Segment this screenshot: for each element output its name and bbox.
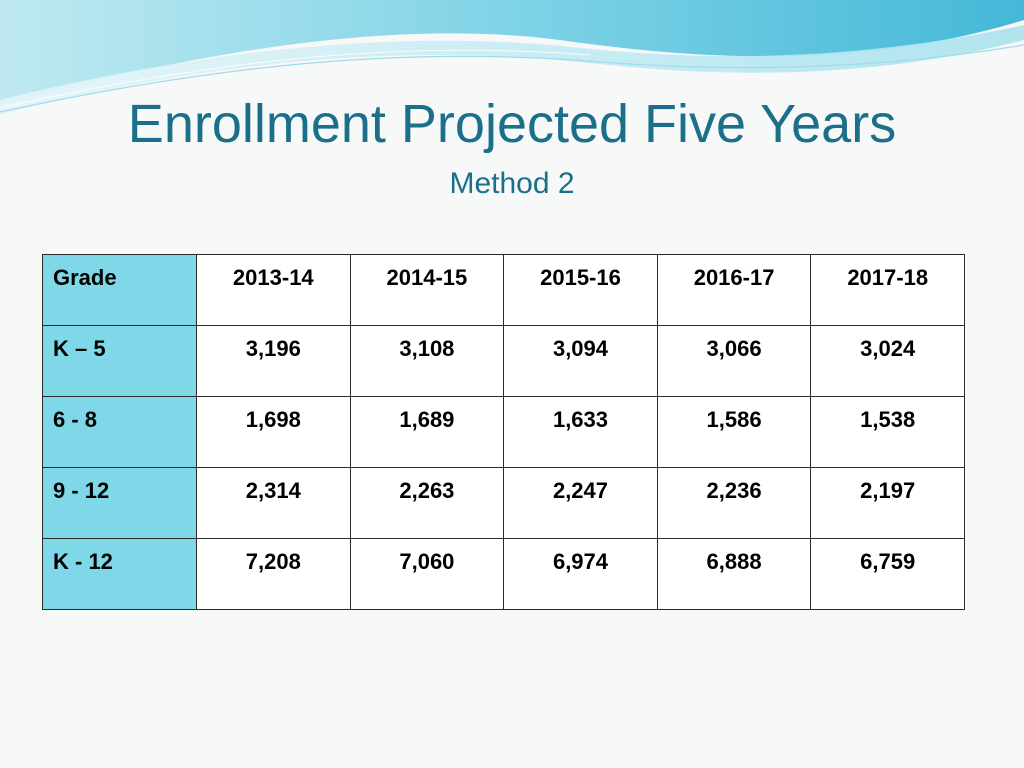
grade-label: K - 12 — [42, 538, 197, 610]
grade-label: 9 - 12 — [42, 467, 197, 539]
grade-label: 6 - 8 — [42, 396, 197, 468]
slide-subtitle: Method 2 — [449, 167, 575, 200]
table-row: K - 12 7,208 7,060 6,974 6,888 6,759 — [42, 538, 965, 610]
enrollment-cell: 2,236 — [656, 467, 812, 539]
year-header: 2017-18 — [810, 254, 965, 326]
enrollment-table: Grade 2013-14 2014-15 2015-16 2016-17 20… — [42, 254, 965, 610]
enrollment-cell: 1,538 — [810, 396, 965, 468]
table-row: 9 - 12 2,314 2,263 2,247 2,236 2,197 — [42, 467, 965, 539]
enrollment-cell: 3,094 — [503, 325, 658, 397]
decorative-wave — [0, 0, 1024, 115]
enrollment-cell: 3,066 — [656, 325, 812, 397]
grade-label: K – 5 — [42, 325, 197, 397]
year-header: 2015-16 — [503, 254, 658, 326]
enrollment-cell: 6,888 — [656, 538, 812, 610]
enrollment-cell: 1,586 — [656, 396, 812, 468]
enrollment-cell: 1,689 — [349, 396, 505, 468]
table-row: 6 - 8 1,698 1,689 1,633 1,586 1,538 — [42, 396, 965, 468]
year-header: 2016-17 — [656, 254, 812, 326]
enrollment-cell: 7,208 — [196, 538, 351, 610]
enrollment-cell: 3,108 — [349, 325, 505, 397]
enrollment-cell: 1,698 — [196, 396, 351, 468]
table-row: K – 5 3,196 3,108 3,094 3,066 3,024 — [42, 325, 965, 397]
enrollment-cell: 2,197 — [810, 467, 965, 539]
enrollment-cell: 3,024 — [810, 325, 965, 397]
year-header: 2013-14 — [196, 254, 351, 326]
enrollment-cell: 7,060 — [349, 538, 505, 610]
enrollment-cell: 1,633 — [503, 396, 658, 468]
enrollment-cell: 2,314 — [196, 467, 351, 539]
grade-header: Grade — [42, 254, 197, 326]
table-header-row: Grade 2013-14 2014-15 2015-16 2016-17 20… — [42, 254, 965, 326]
year-header: 2014-15 — [349, 254, 505, 326]
enrollment-cell: 2,263 — [349, 467, 505, 539]
enrollment-cell: 2,247 — [503, 467, 658, 539]
slide-title: Enrollment Projected Five Years — [127, 94, 897, 154]
enrollment-cell: 3,196 — [196, 325, 351, 397]
enrollment-cell: 6,759 — [810, 538, 965, 610]
enrollment-cell: 6,974 — [503, 538, 658, 610]
